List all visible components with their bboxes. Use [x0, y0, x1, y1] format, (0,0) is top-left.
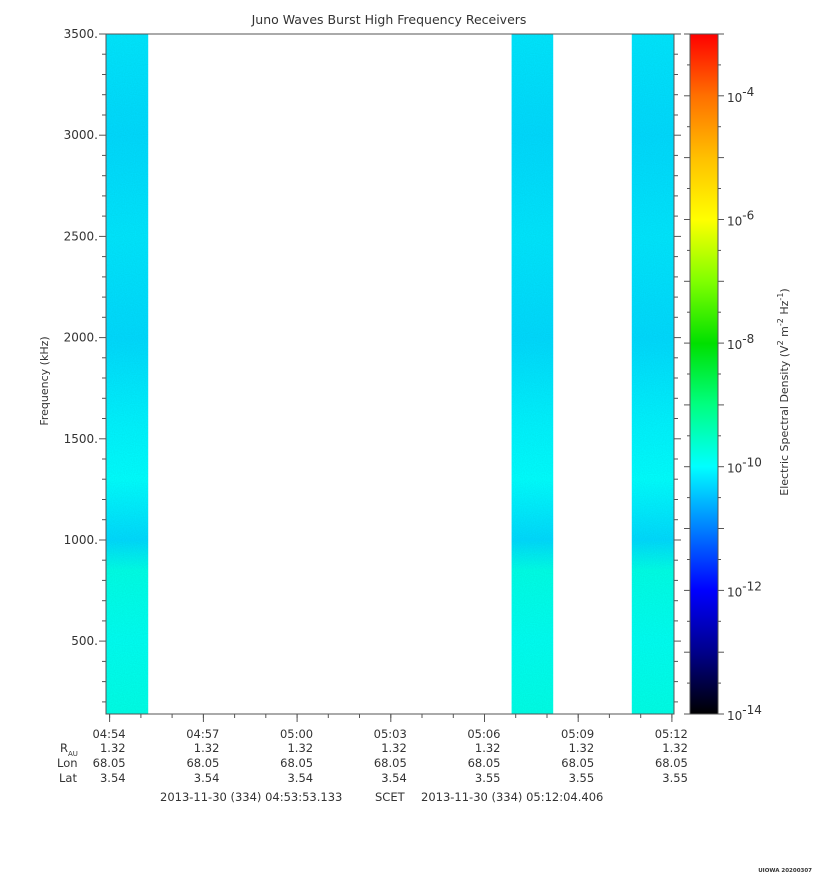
lat-label: Lat [59, 771, 77, 785]
footer-stamp: UIOWA 20200307 [758, 868, 812, 874]
x-tick-lon: 68.05 [655, 756, 688, 770]
colorbar-ticks: 10-4 10-6 10-8 10-10 10-12 10-14 [684, 33, 762, 723]
x-tick-lon: 68.05 [93, 756, 126, 770]
plot-frame [105, 33, 675, 715]
y-tick-label: 1000. [64, 533, 98, 547]
y-tick-label: 3500. [64, 27, 98, 41]
x-tick-time: 05:06 [467, 727, 500, 741]
colorbar-label: Electric Spectral Density (V2 m-2 Hz-1) [776, 288, 791, 495]
lon-label: Lon [57, 756, 78, 770]
x-tick-lon: 68.05 [186, 756, 219, 770]
colorbar-tick-label: 10-6 [727, 209, 754, 229]
data-block-2 [511, 34, 554, 714]
y-tick-label: 1500. [64, 432, 98, 446]
x-tick-r-au: 1.32 [475, 741, 501, 755]
x-tick-time: 05:00 [280, 727, 313, 741]
x-tick-time: 04:54 [92, 727, 125, 741]
colorbar [689, 33, 719, 715]
spectrogram-data-blocks [106, 34, 674, 714]
data-block-1 [106, 34, 149, 714]
y-axis-label: Frequency (kHz) [38, 336, 51, 425]
x-axis: 04:541.3268.053.5404:571.3268.053.5405:0… [92, 714, 688, 785]
chart-title: Juno Waves Burst High Frequency Receiver… [251, 12, 527, 27]
colorbar-tick-label: 10-14 [727, 703, 762, 723]
x-tick-time: 04:57 [186, 727, 219, 741]
x-tick-r-au: 1.32 [287, 741, 313, 755]
y-tick-label: 2500. [64, 229, 98, 243]
y-tick-label: 500. [71, 634, 98, 648]
ephemeris-row-labels: RAU Lon Lat [57, 741, 78, 785]
colorbar-tick-label: 10-8 [727, 332, 754, 352]
x-tick-r-au: 1.32 [194, 741, 220, 755]
time-range-end: 2013-11-30 (334) 05:12:04.406 [421, 790, 603, 804]
y-tick-label: 2000. [64, 331, 98, 345]
x-tick-time: 05:09 [561, 727, 594, 741]
x-tick-lat: 3.54 [100, 771, 126, 785]
x-tick-lat: 3.54 [381, 771, 407, 785]
time-range-start: 2013-11-30 (334) 04:53:53.133 [160, 790, 342, 804]
y-tick-label: 3000. [64, 128, 98, 142]
x-tick-lat: 3.55 [662, 771, 688, 785]
x-tick-lon: 68.05 [374, 756, 407, 770]
x-tick-r-au: 1.32 [100, 741, 126, 755]
data-block-3 [631, 34, 674, 714]
r-au-label: RAU [60, 741, 78, 758]
colorbar-tick-label: 10-4 [727, 85, 754, 105]
colorbar-tick-label: 10-12 [727, 579, 762, 599]
x-tick-r-au: 1.32 [662, 741, 688, 755]
x-tick-lon: 68.05 [280, 756, 313, 770]
x-tick-lon: 68.05 [561, 756, 594, 770]
x-tick-time: 05:03 [374, 727, 407, 741]
time-range: 2013-11-30 (334) 04:53:53.133 SCET 2013-… [160, 790, 603, 804]
x-tick-lon: 68.05 [468, 756, 501, 770]
y-axis: 500. 1000. 1500. 2000. 2500. 3000. 3500. [64, 27, 681, 703]
x-tick-lat: 3.55 [475, 771, 501, 785]
x-tick-lat: 3.54 [287, 771, 313, 785]
x-tick-time: 05:12 [655, 727, 688, 741]
x-tick-r-au: 1.32 [569, 741, 595, 755]
x-tick-r-au: 1.32 [381, 741, 407, 755]
time-range-scet: SCET [375, 790, 406, 804]
x-tick-lat: 3.55 [569, 771, 595, 785]
colorbar-tick-label: 10-10 [727, 456, 762, 476]
x-tick-lat: 3.54 [194, 771, 220, 785]
